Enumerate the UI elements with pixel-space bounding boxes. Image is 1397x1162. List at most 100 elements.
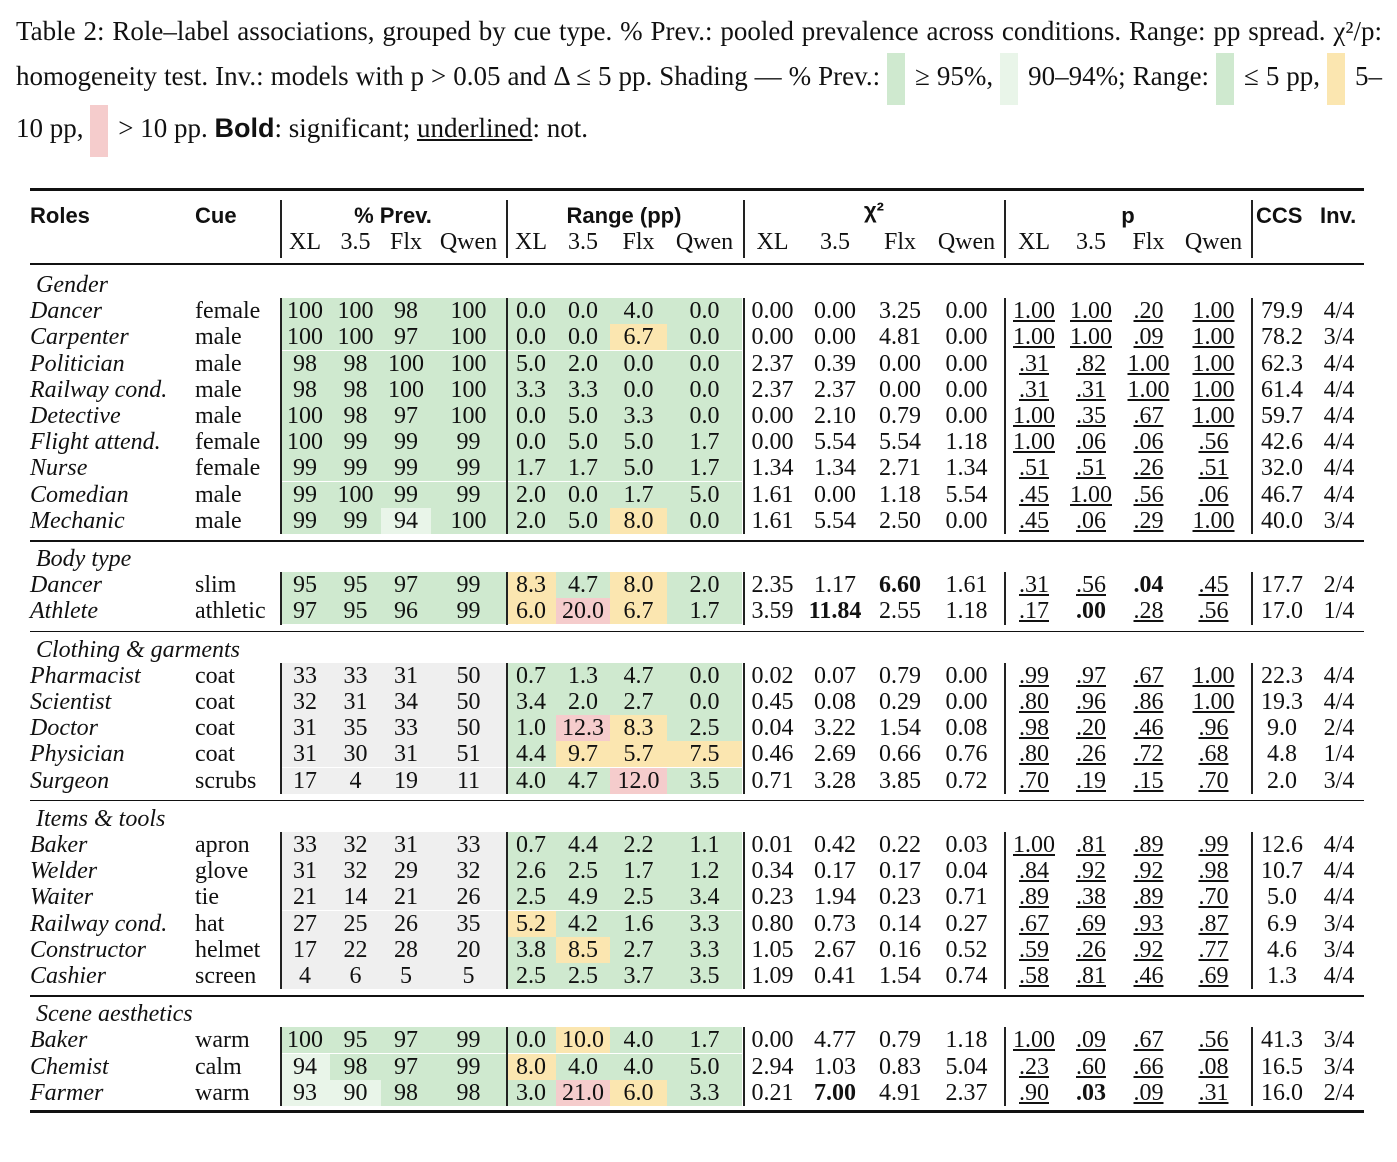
ccs-cell: 78.2 <box>1261 324 1303 351</box>
caption-text: 90–94%; Range: <box>1028 61 1210 92</box>
chi2-cell: 2.50 <box>879 507 921 534</box>
column-divider <box>280 832 282 990</box>
p-cell: .67 <box>1133 403 1164 429</box>
ccs-cell: 17.0 <box>1261 598 1303 625</box>
chi2-cell: 0.00 <box>879 376 921 403</box>
column-divider <box>1251 832 1253 990</box>
prev-cell: 100 <box>431 298 506 325</box>
prev-cell: 27 <box>280 910 330 937</box>
column-divider <box>743 298 745 534</box>
role-name: Welder <box>30 858 98 885</box>
table-row: Dancer slim 95 95 97 99 8.3 4.7 8.0 2.0 2.35 1.17 6.… <box>0 572 1397 599</box>
cue-label: warm <box>195 1027 250 1054</box>
p-cell: .31 <box>1019 572 1049 599</box>
p-cell: 1.00 <box>1192 662 1235 689</box>
column-divider <box>506 1027 508 1106</box>
chi2-cell: 1.18 <box>945 429 988 456</box>
prev-cell: 51 <box>431 741 506 768</box>
column-divider <box>280 200 282 258</box>
prev-cell: 100 <box>431 507 506 534</box>
range-cell: 5.0 <box>667 481 742 508</box>
role-name: Farmer <box>30 1079 104 1106</box>
prev-cell: 99 <box>280 455 330 482</box>
p-cell: .93 <box>1133 910 1164 937</box>
prev-cell: 98 <box>330 376 381 403</box>
ccs-cell: 19.3 <box>1261 689 1303 715</box>
section-rule <box>30 799 1364 802</box>
ccs-cell: 61.4 <box>1261 376 1303 403</box>
inv-cell: 4/4 <box>1323 689 1355 715</box>
chi2-cell: 6.60 <box>879 572 921 599</box>
table-row: Comedian male 99 100 99 99 2.0 0.0 1.7 5.0 1.61 0.0… <box>0 481 1397 508</box>
prev-cell: 31 <box>330 689 381 715</box>
p-cell: .28 <box>1133 598 1164 625</box>
table-row: Railway cond. male 98 98 100 100 3.3 3.3 0.0 0.0 2… <box>0 376 1397 403</box>
range-cell: 3.3 <box>610 403 667 429</box>
caption-text: : significant; <box>274 113 411 144</box>
header-sub-flx: Flx <box>622 229 655 255</box>
prev-cell: 31 <box>280 741 330 768</box>
chi2-cell: 0.04 <box>751 715 794 742</box>
prev-cell: 99 <box>280 481 330 508</box>
prev-cell: 100 <box>431 403 506 429</box>
range-cell: 8.3 <box>506 572 556 599</box>
prev-cell: 97 <box>381 1027 431 1054</box>
range-cell: 4.0 <box>610 1027 667 1054</box>
p-cell: .29 <box>1133 507 1164 534</box>
prev-cell: 98 <box>381 1079 431 1106</box>
prev-cell: 99 <box>431 481 506 508</box>
ccs-cell: 40.0 <box>1261 507 1303 534</box>
column-divider <box>743 1027 745 1106</box>
chi2-cell: 0.00 <box>814 324 856 351</box>
swatch-range-low <box>1216 53 1235 105</box>
chi2-cell: 2.94 <box>751 1053 794 1080</box>
p-cell: .77 <box>1198 936 1229 963</box>
chi2-cell: 4.77 <box>814 1027 856 1054</box>
prev-cell: 31 <box>381 662 431 689</box>
range-cell: 21.0 <box>556 1079 610 1106</box>
prev-cell: 98 <box>280 350 330 377</box>
prev-cell: 93 <box>280 1079 330 1106</box>
chi2-cell: 3.28 <box>814 767 856 794</box>
range-cell: 0.0 <box>667 403 742 429</box>
ccs-cell: 16.5 <box>1261 1053 1303 1080</box>
range-cell: 0.0 <box>610 376 667 403</box>
chi2-cell: 0.00 <box>945 298 988 325</box>
column-divider <box>280 662 282 794</box>
range-cell: 5.0 <box>506 350 556 377</box>
prev-cell: 4 <box>280 963 330 989</box>
prev-cell: 99 <box>431 598 506 625</box>
prev-cell: 28 <box>381 936 431 963</box>
chi2-cell: 3.59 <box>751 598 794 625</box>
chi2-cell: 3.85 <box>879 767 921 794</box>
range-cell: 2.0 <box>556 689 610 715</box>
range-cell: 6.7 <box>610 598 667 625</box>
chi2-cell: 0.01 <box>751 832 794 858</box>
prev-cell: 32 <box>330 858 381 885</box>
range-cell: 1.7 <box>667 598 742 625</box>
table-row: Doctor coat 31 35 33 50 1.0 12.3 8.3 2.5 0.04 3.22 1… <box>0 715 1397 742</box>
header-sub-flx: Flx <box>389 229 422 255</box>
prev-cell: 4 <box>330 767 381 794</box>
prev-cell: 31 <box>280 858 330 885</box>
p-cell: .15 <box>1133 767 1164 794</box>
chi2-cell: 0.71 <box>945 884 988 911</box>
p-cell: .51 <box>1076 455 1106 482</box>
chi2-cell: 4.91 <box>879 1079 921 1106</box>
table-row: Chemist calm 94 98 97 99 8.0 4.0 4.0 5.0 2.94 1.03 0… <box>0 1053 1397 1080</box>
cue-label: warm <box>195 1079 250 1106</box>
header-sub-qwen: Qwen <box>937 229 996 255</box>
prev-cell: 33 <box>330 662 381 689</box>
inv-cell: 2/4 <box>1323 572 1355 599</box>
ccs-cell: 22.3 <box>1261 662 1303 689</box>
chi2-cell: 0.00 <box>945 324 988 351</box>
prev-cell: 100 <box>381 350 431 377</box>
chi2-cell: 4.81 <box>879 324 921 351</box>
range-cell: 1.7 <box>667 429 742 456</box>
ccs-cell: 2.0 <box>1267 767 1297 794</box>
chi2-cell: 3.25 <box>879 298 921 325</box>
inv-cell: 1/4 <box>1323 598 1355 625</box>
range-cell: 4.2 <box>556 910 610 937</box>
chi2-cell: 0.21 <box>751 1079 794 1106</box>
prev-cell: 100 <box>431 324 506 351</box>
